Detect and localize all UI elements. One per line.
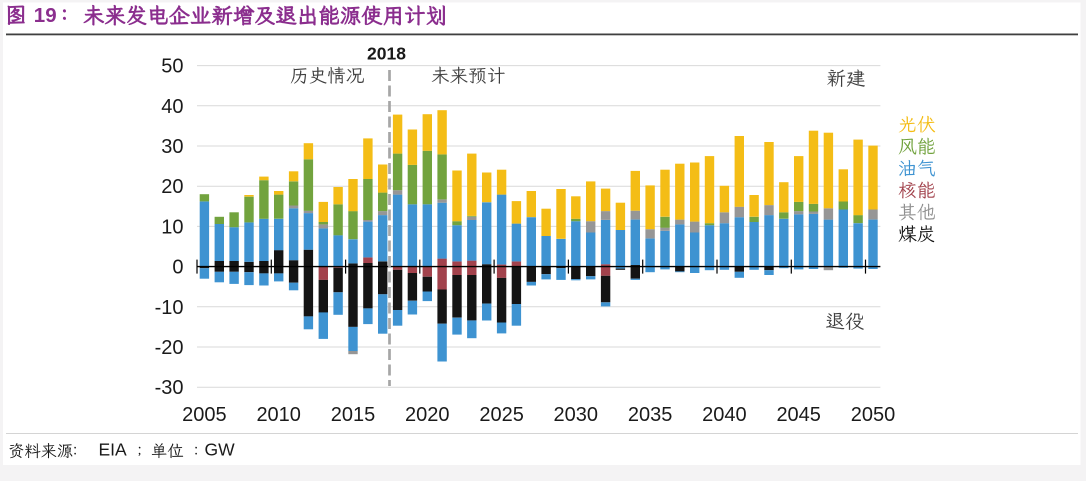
svg-text:0: 0 xyxy=(172,257,183,279)
svg-text:40: 40 xyxy=(161,96,183,118)
svg-text:2035: 2035 xyxy=(628,404,673,426)
svg-text:2005: 2005 xyxy=(182,404,227,426)
svg-text:2050: 2050 xyxy=(851,404,896,426)
svg-text:2045: 2045 xyxy=(776,404,821,426)
svg-text:GW: GW xyxy=(205,440,236,460)
svg-text:10: 10 xyxy=(161,216,183,238)
svg-text:EIA: EIA xyxy=(99,440,128,460)
svg-text:2020: 2020 xyxy=(405,404,450,426)
svg-text:-30: -30 xyxy=(155,377,184,399)
svg-text:-10: -10 xyxy=(155,297,184,319)
svg-text:2010: 2010 xyxy=(256,404,301,426)
svg-text:2025: 2025 xyxy=(479,404,524,426)
svg-text:30: 30 xyxy=(161,136,183,158)
svg-text:19: 19 xyxy=(34,4,57,27)
svg-text:2040: 2040 xyxy=(702,404,747,426)
svg-text:-20: -20 xyxy=(155,337,184,359)
svg-text:20: 20 xyxy=(161,176,183,198)
svg-text:2015: 2015 xyxy=(331,404,376,426)
svg-text:50: 50 xyxy=(161,56,183,78)
svg-text:2030: 2030 xyxy=(554,404,599,426)
svg-text:2018: 2018 xyxy=(367,44,406,64)
